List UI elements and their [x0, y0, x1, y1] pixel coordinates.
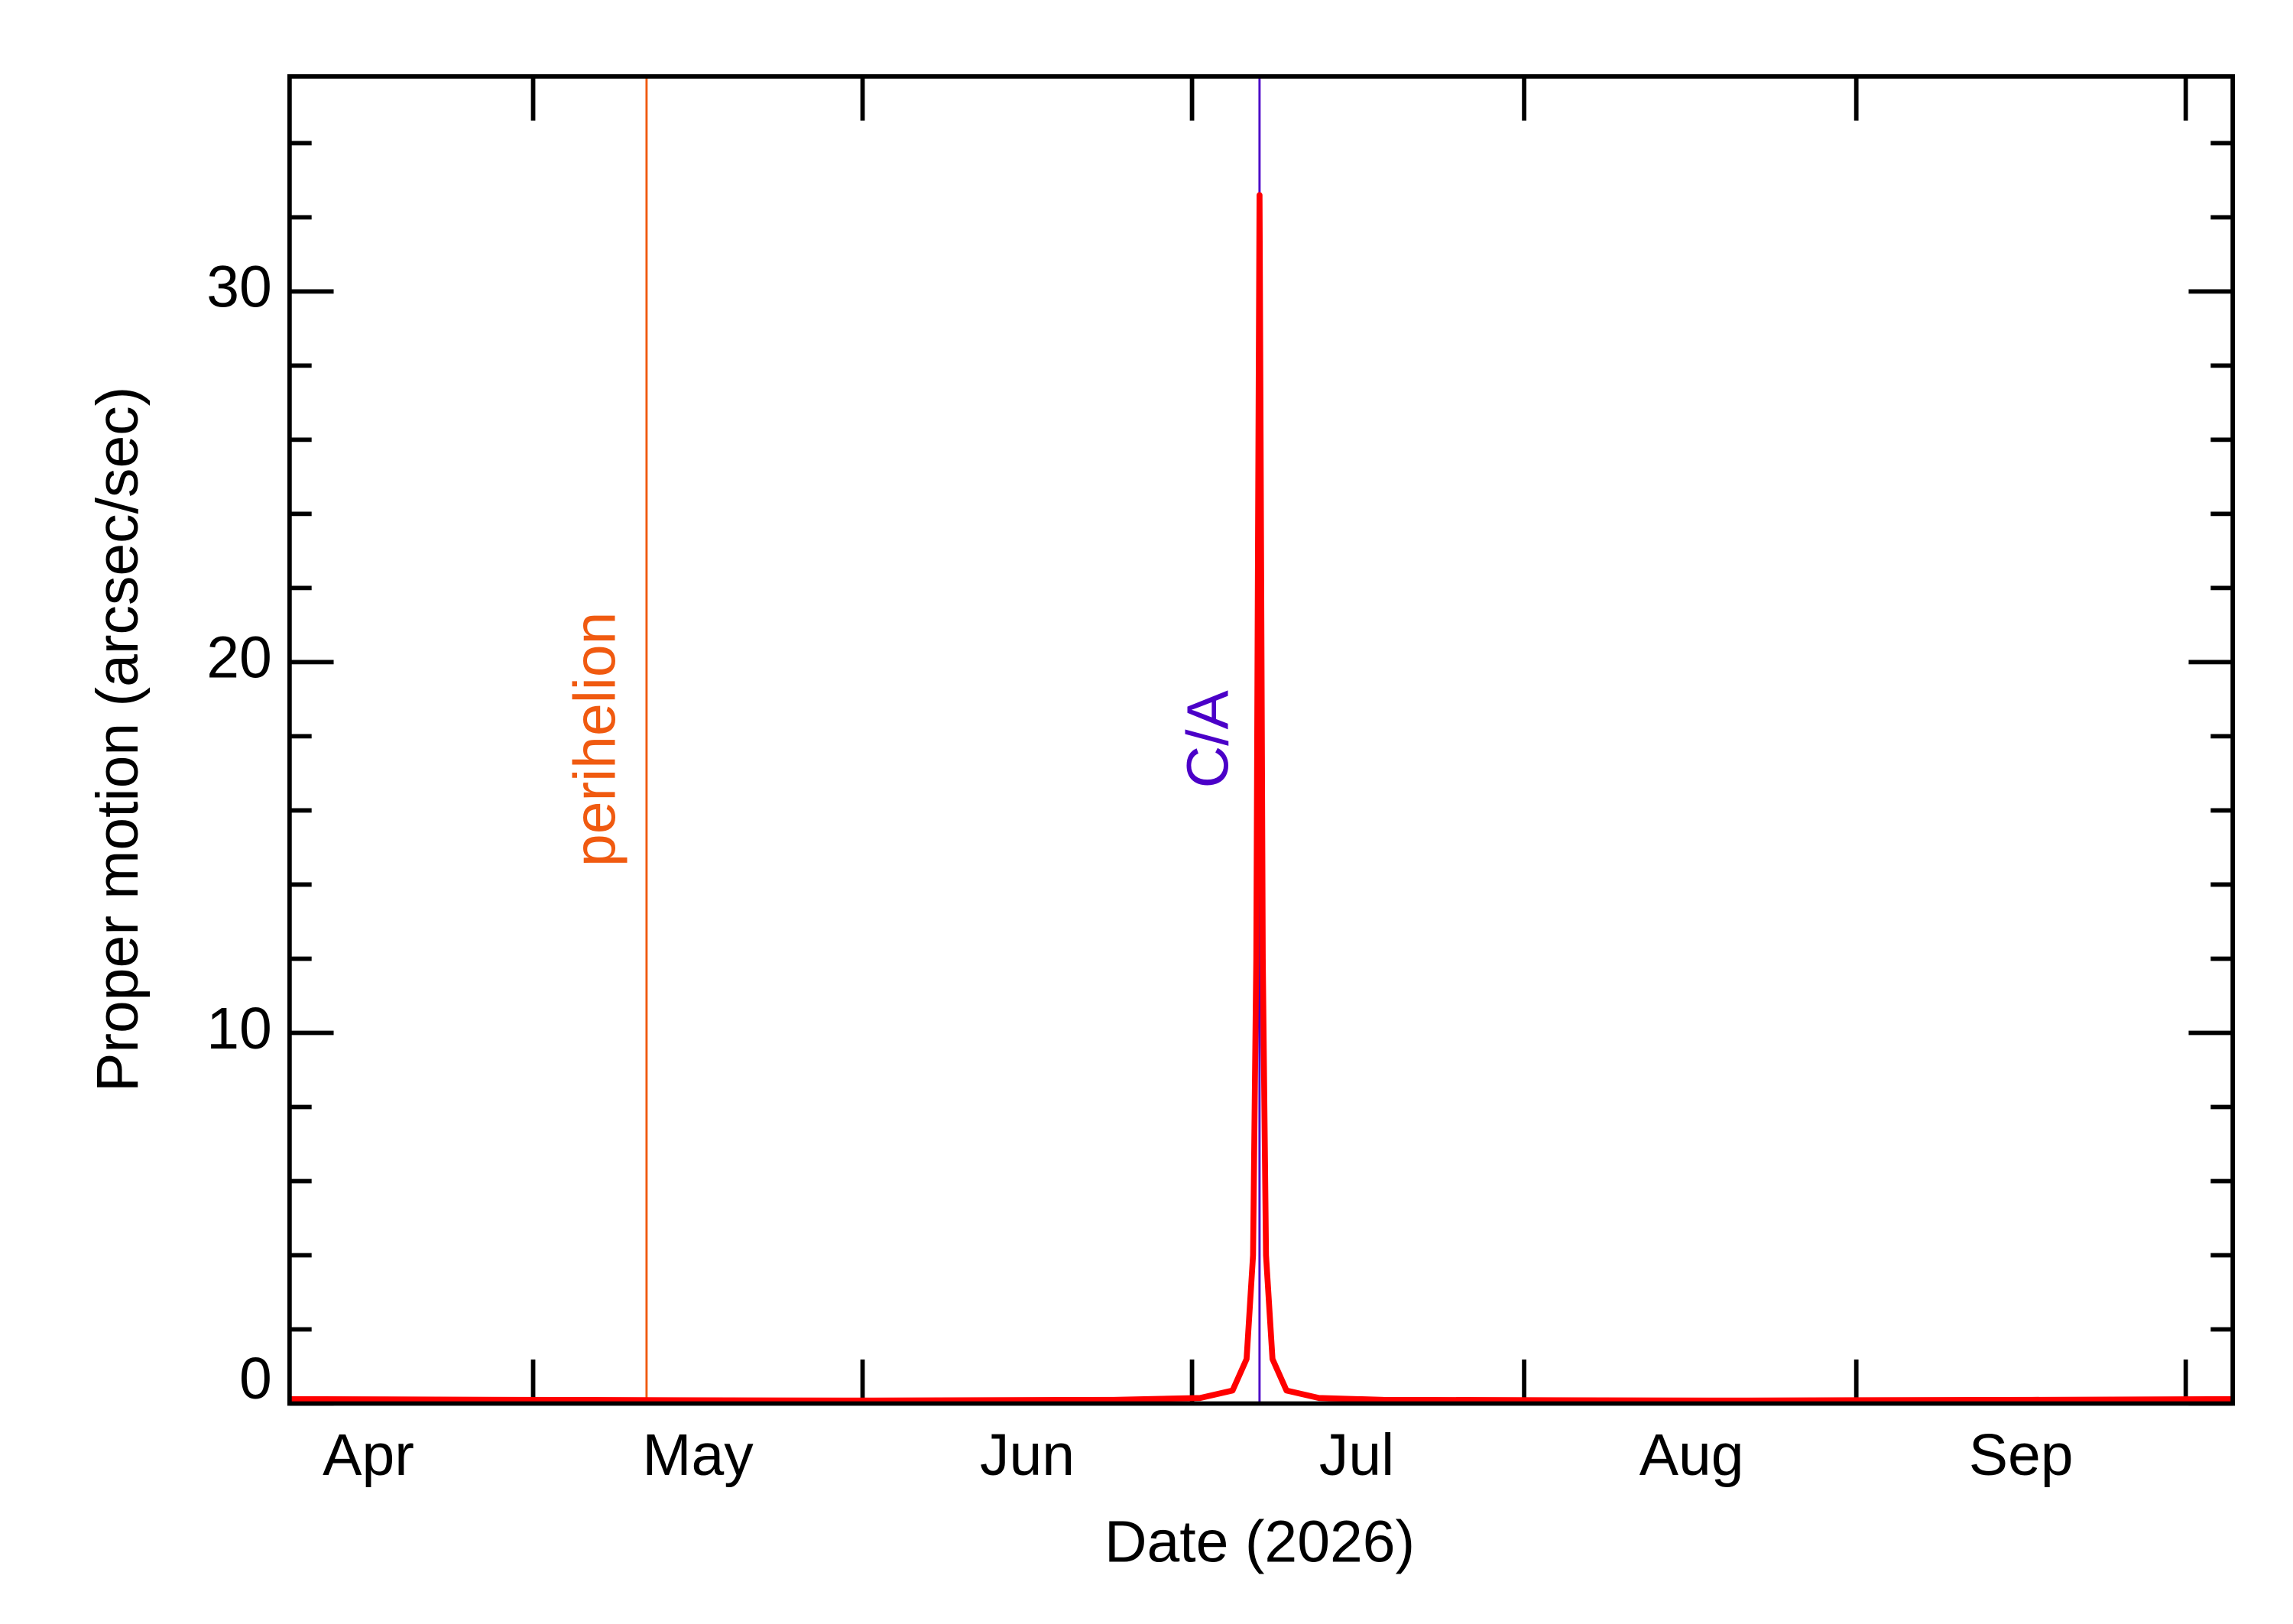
x-tick-label: Jul: [1319, 1422, 1394, 1488]
x-tick-label: Jun: [980, 1422, 1075, 1488]
marker-label: perihelion: [563, 612, 628, 867]
y-tick-label: 30: [206, 254, 272, 320]
marker-label: C/A: [1176, 690, 1241, 789]
x-tick-label: Apr: [323, 1422, 414, 1488]
series-line: [289, 192, 2233, 1404]
x-axis-title: Date (2026): [1104, 1509, 1415, 1574]
y-tick-label: 0: [239, 1346, 272, 1412]
y-tick-label: 10: [206, 996, 272, 1062]
x-tick-label: Aug: [1639, 1422, 1744, 1488]
x-tick-label: May: [642, 1422, 754, 1488]
plot-frame: [287, 74, 2236, 1406]
x-tick-label: Sep: [1969, 1422, 2074, 1488]
y-axis-title: Proper motion (arcsec/sec): [85, 387, 151, 1092]
y-tick-label: 20: [206, 625, 272, 691]
